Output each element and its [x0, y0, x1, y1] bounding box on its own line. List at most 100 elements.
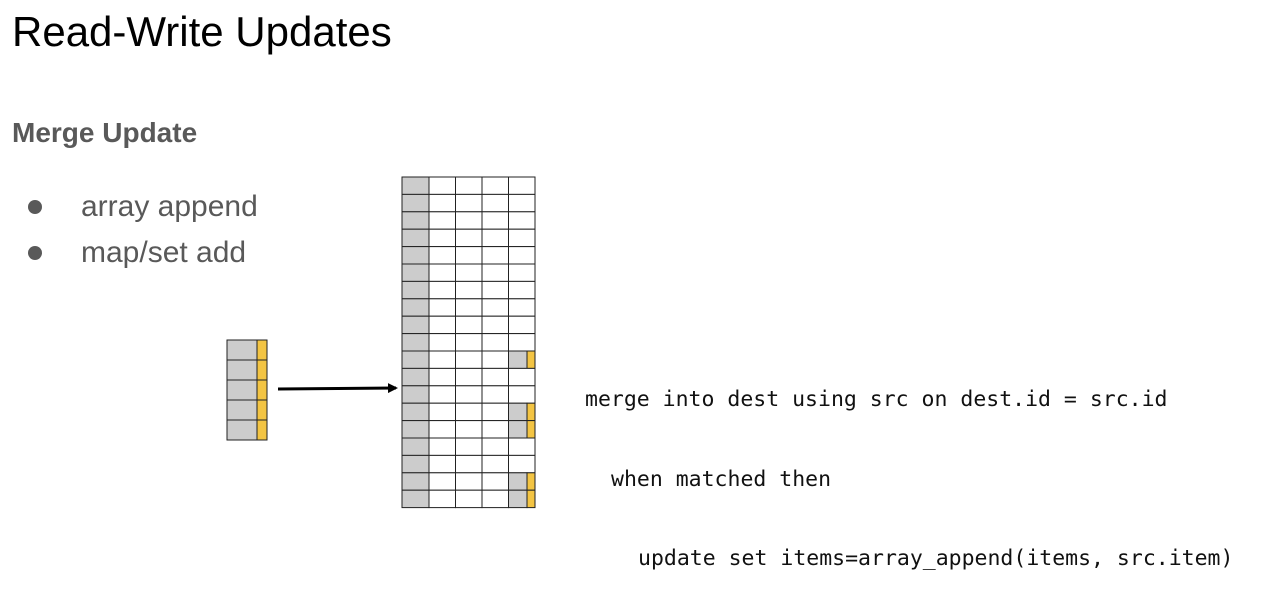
- dest-value-cell: [508, 385, 536, 404]
- dest-value-cell: [455, 298, 483, 317]
- dest-value-cell: [481, 246, 509, 265]
- dest-value-cell: [428, 350, 456, 369]
- dest-value-cell: [455, 367, 483, 387]
- dest-value-cell: [481, 315, 509, 335]
- dest-value-cell: [455, 280, 483, 300]
- dest-value-cell: [508, 211, 536, 230]
- dest-array-cell: [508, 489, 528, 509]
- dest-value-cell: [455, 211, 483, 230]
- dest-value-cell: [508, 298, 536, 317]
- dest-array-cell: [508, 472, 528, 491]
- dest-value-cell: [481, 228, 509, 248]
- dest-value-cell: [428, 280, 456, 300]
- dest-value-cell: [481, 472, 509, 491]
- source-key-cell: [226, 399, 258, 421]
- dest-key-cell: [401, 420, 430, 439]
- dest-value-cell: [481, 193, 509, 213]
- bullet-item: array append: [24, 184, 258, 230]
- dest-value-cell: [428, 385, 456, 404]
- bullet-dot-icon: [28, 246, 42, 260]
- merge-arrow: [277, 383, 398, 394]
- dest-value-cell: [508, 176, 536, 195]
- dest-value-cell: [455, 385, 483, 404]
- bullet-text: array append: [81, 190, 258, 223]
- dest-value-cell: [481, 489, 509, 509]
- dest-value-cell: [428, 437, 456, 456]
- dest-value-cell: [428, 402, 456, 422]
- code-line: merge into dest using src on dest.id = s…: [585, 387, 1168, 412]
- dest-value-cell: [428, 246, 456, 265]
- bullet-item: map/set add: [24, 230, 258, 276]
- dest-value-cell: [428, 298, 456, 317]
- dest-value-cell: [481, 420, 509, 439]
- dest-key-cell: [401, 176, 430, 195]
- dest-value-cell: [481, 176, 509, 195]
- dest-value-cell: [455, 472, 483, 491]
- source-append-cell: [256, 379, 268, 401]
- dest-value-cell: [508, 246, 536, 265]
- dest-key-cell: [401, 211, 430, 230]
- source-append-cell: [256, 359, 268, 381]
- source-key-cell: [226, 379, 258, 401]
- dest-value-cell: [455, 315, 483, 335]
- dest-value-cell: [428, 333, 456, 352]
- dest-value-cell: [455, 246, 483, 265]
- dest-value-cell: [428, 489, 456, 509]
- dest-key-cell: [401, 350, 430, 369]
- source-append-cell: [256, 339, 268, 361]
- dest-value-cell: [508, 263, 536, 282]
- dest-array-cell: [508, 350, 528, 369]
- dest-value-cell: [481, 437, 509, 456]
- dest-key-cell: [401, 263, 430, 282]
- dest-value-cell: [428, 454, 456, 474]
- source-key-cell: [226, 359, 258, 381]
- source-append-cell: [256, 399, 268, 421]
- dest-value-cell: [428, 193, 456, 213]
- dest-value-cell: [455, 228, 483, 248]
- dest-value-cell: [508, 333, 536, 352]
- dest-value-cell: [481, 280, 509, 300]
- dest-value-cell: [481, 298, 509, 317]
- dest-key-cell: [401, 437, 430, 456]
- dest-value-cell: [428, 367, 456, 387]
- dest-value-cell: [428, 263, 456, 282]
- dest-appended-cell: [526, 472, 536, 491]
- dest-table: [401, 176, 536, 509]
- dest-value-cell: [455, 350, 483, 369]
- dest-key-cell: [401, 367, 430, 387]
- dest-key-cell: [401, 385, 430, 404]
- dest-value-cell: [508, 280, 536, 300]
- dest-key-cell: [401, 280, 430, 300]
- section-heading: Merge Update: [12, 117, 198, 148]
- dest-value-cell: [455, 402, 483, 422]
- dest-appended-cell: [526, 420, 536, 439]
- source-append-cell: [256, 419, 268, 441]
- dest-value-cell: [455, 420, 483, 439]
- dest-key-cell: [401, 333, 430, 352]
- dest-value-cell: [508, 437, 536, 456]
- dest-key-cell: [401, 298, 430, 317]
- dest-appended-cell: [526, 350, 536, 369]
- dest-value-cell: [455, 454, 483, 474]
- dest-value-cell: [481, 211, 509, 230]
- code-line: when matched then: [611, 466, 832, 492]
- dest-value-cell: [455, 489, 483, 509]
- dest-value-cell: [455, 333, 483, 352]
- code-line: update set items=array_append(items, src…: [638, 546, 1234, 571]
- dest-value-cell: [455, 437, 483, 456]
- dest-value-cell: [481, 454, 509, 474]
- dest-value-cell: [508, 454, 536, 474]
- dest-value-cell: [428, 472, 456, 491]
- dest-value-cell: [508, 228, 536, 248]
- dest-appended-cell: [526, 402, 536, 422]
- dest-value-cell: [428, 211, 456, 230]
- dest-key-cell: [401, 193, 430, 213]
- bullet-text: map/set add: [81, 236, 247, 269]
- dest-value-cell: [428, 420, 456, 439]
- dest-value-cell: [428, 315, 456, 335]
- dest-value-cell: [455, 176, 483, 195]
- dest-array-cell: [508, 420, 528, 439]
- dest-value-cell: [508, 193, 536, 213]
- bullet-dot-icon: [28, 200, 42, 214]
- dest-key-cell: [401, 315, 430, 335]
